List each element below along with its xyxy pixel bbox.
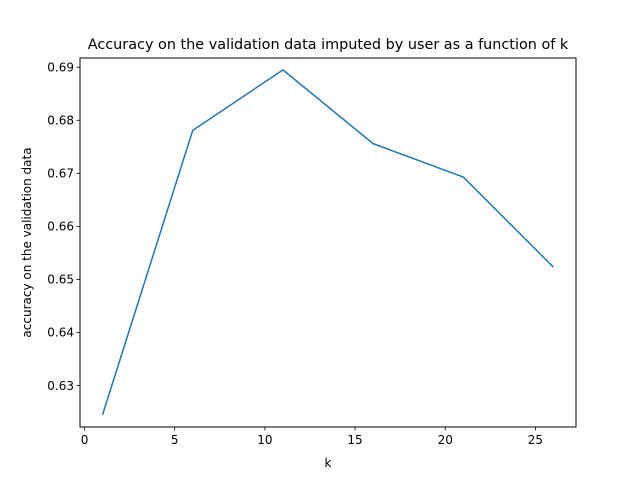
axes-frame — [79, 57, 577, 428]
y-tick-label: 0.63 — [47, 379, 74, 393]
x-tick-label: 5 — [171, 433, 179, 447]
y-tick-label: 0.68 — [47, 113, 74, 127]
y-tick-label: 0.66 — [47, 220, 74, 234]
x-tick-label: 10 — [257, 433, 272, 447]
y-tick-label: 0.64 — [47, 326, 74, 340]
y-axis-label: accuracy on the validation data — [20, 147, 34, 337]
chart-title: Accuracy on the validation data imputed … — [88, 37, 569, 53]
x-tick-label: 25 — [528, 433, 543, 447]
x-tick-label: 15 — [347, 433, 362, 447]
plot-area — [101, 69, 554, 415]
y-tick-label: 0.69 — [47, 60, 74, 74]
y-tick-label: 0.65 — [47, 273, 74, 287]
y-tick-label: 0.67 — [47, 167, 74, 181]
x-axis-label: k — [325, 456, 332, 470]
series-line-0 — [101, 69, 554, 415]
y-axis-ticks: 0.63 0.64 0.65 0.66 0.67 0.68 0.69 — [47, 60, 80, 393]
x-tick-label: 0 — [81, 433, 89, 447]
x-tick-label: 20 — [438, 433, 453, 447]
x-axis-ticks: 0 5 10 15 20 25 — [81, 427, 543, 447]
